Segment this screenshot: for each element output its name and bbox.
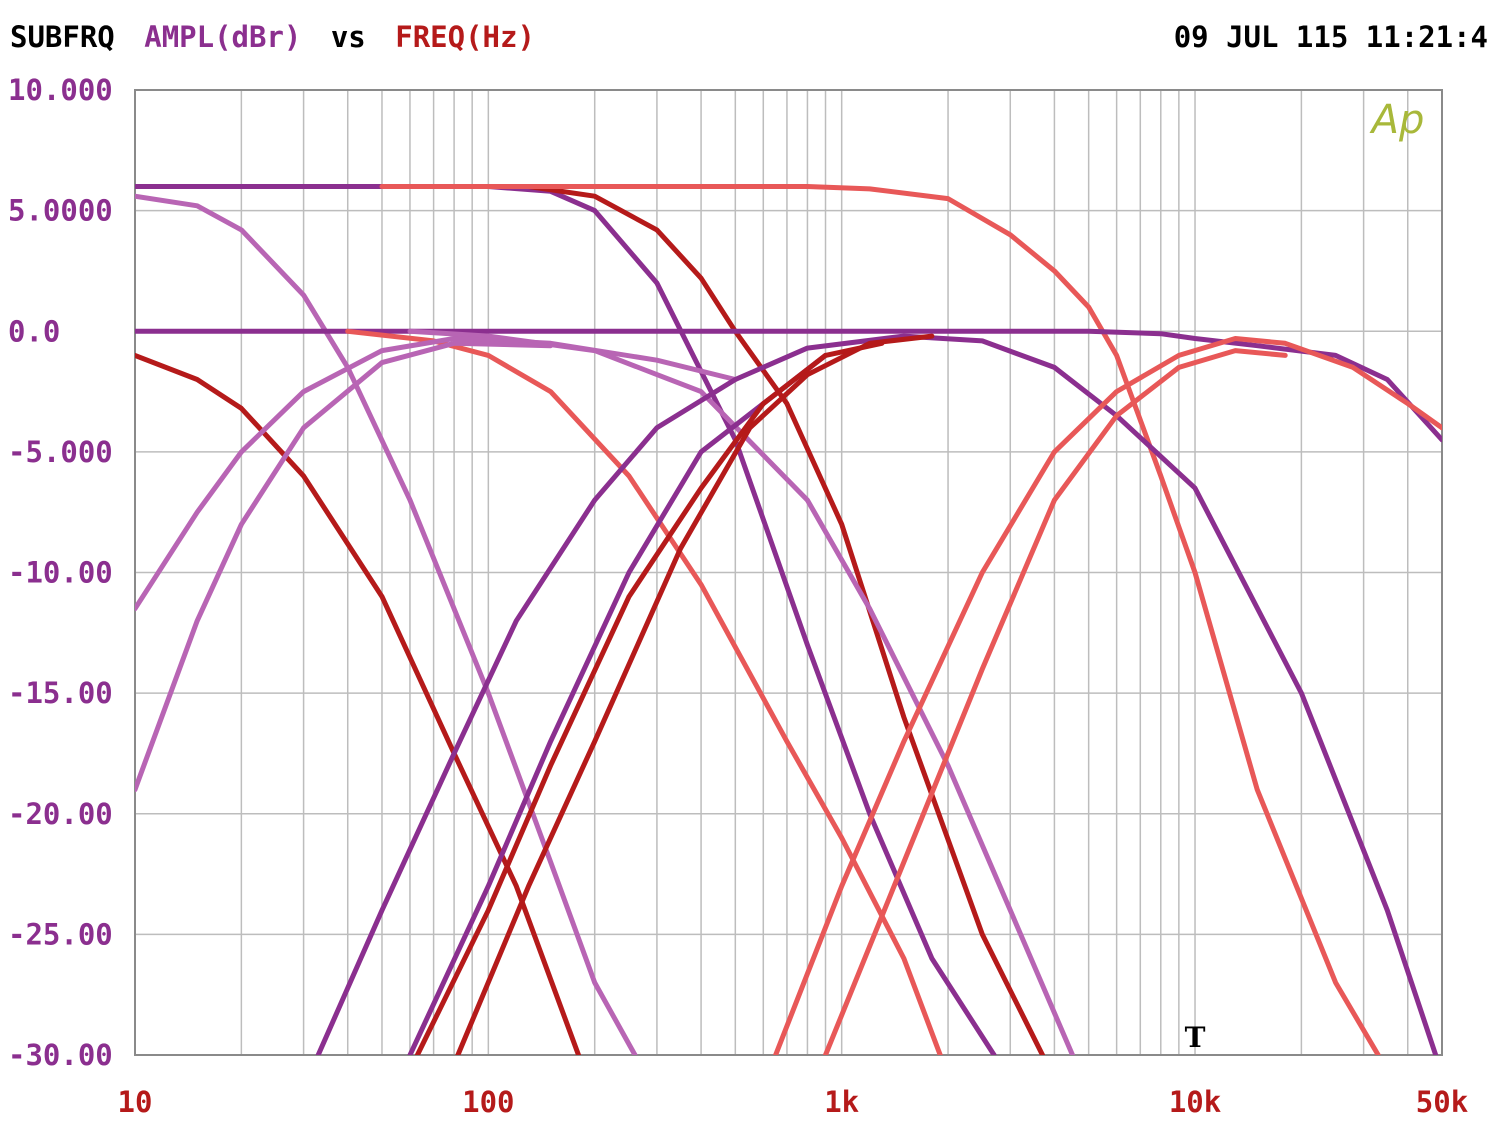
y-tick-label: -15.00: [8, 676, 113, 710]
series-line-9: [135, 336, 738, 612]
y-tick-label: -20.00: [8, 797, 113, 831]
title-vs: vs: [331, 20, 366, 54]
series-line-13: [414, 340, 885, 1055]
y-tick-label: 5.0000: [8, 194, 113, 228]
series-line-11: [315, 333, 1439, 1055]
y-tick-label: 10.000: [8, 73, 113, 107]
x-tick-label: 1k: [824, 1085, 859, 1119]
y-tick-label: -10.00: [8, 556, 113, 590]
series-line-7: [345, 328, 943, 1055]
series-line-15: [773, 336, 1442, 1055]
y-tick-label: -5.000: [8, 435, 113, 469]
y-tick-label: -30.00: [8, 1038, 113, 1072]
x-tick-label: 10: [118, 1085, 153, 1119]
x-axis-tick-labels: 10 100 1k 10k 50k: [118, 1085, 1469, 1119]
series-line-16: [823, 348, 1288, 1055]
x-tick-label: 50k: [1416, 1085, 1468, 1119]
grid-lines: [134, 89, 1443, 1056]
series-line-4: [135, 193, 638, 1055]
ap-watermark: Ap: [1369, 97, 1425, 143]
timestamp: 09 JUL 115 11:21:4: [1174, 20, 1488, 54]
x-axis-label: FREQ(Hz): [395, 20, 535, 54]
series-line-6: [135, 328, 1442, 443]
y-tick-label: 0.0: [8, 314, 60, 348]
y-axis-tick-labels: 10.000 5.0000 0.0 -5.000 -10.00 -15.00 -20.00 -…: [8, 73, 113, 1072]
y-axis-label: AMPL(dBr): [144, 20, 301, 54]
plot-frame: [134, 89, 1443, 1056]
x-tick-label: 10k: [1169, 1085, 1221, 1119]
series-line-3: [379, 184, 1381, 1055]
title-prefix: SUBFRQ: [10, 20, 115, 54]
x-tick-label: 100: [462, 1085, 514, 1119]
series-line-10: [135, 340, 554, 793]
series-line-14: [455, 333, 935, 1055]
chart-title: SUBFRQ AMPL(dBr) vs FREQ(Hz): [10, 20, 535, 54]
y-tick-label: -25.00: [8, 917, 113, 951]
marker-t: T: [1185, 1021, 1206, 1054]
data-series: [135, 184, 1442, 1055]
